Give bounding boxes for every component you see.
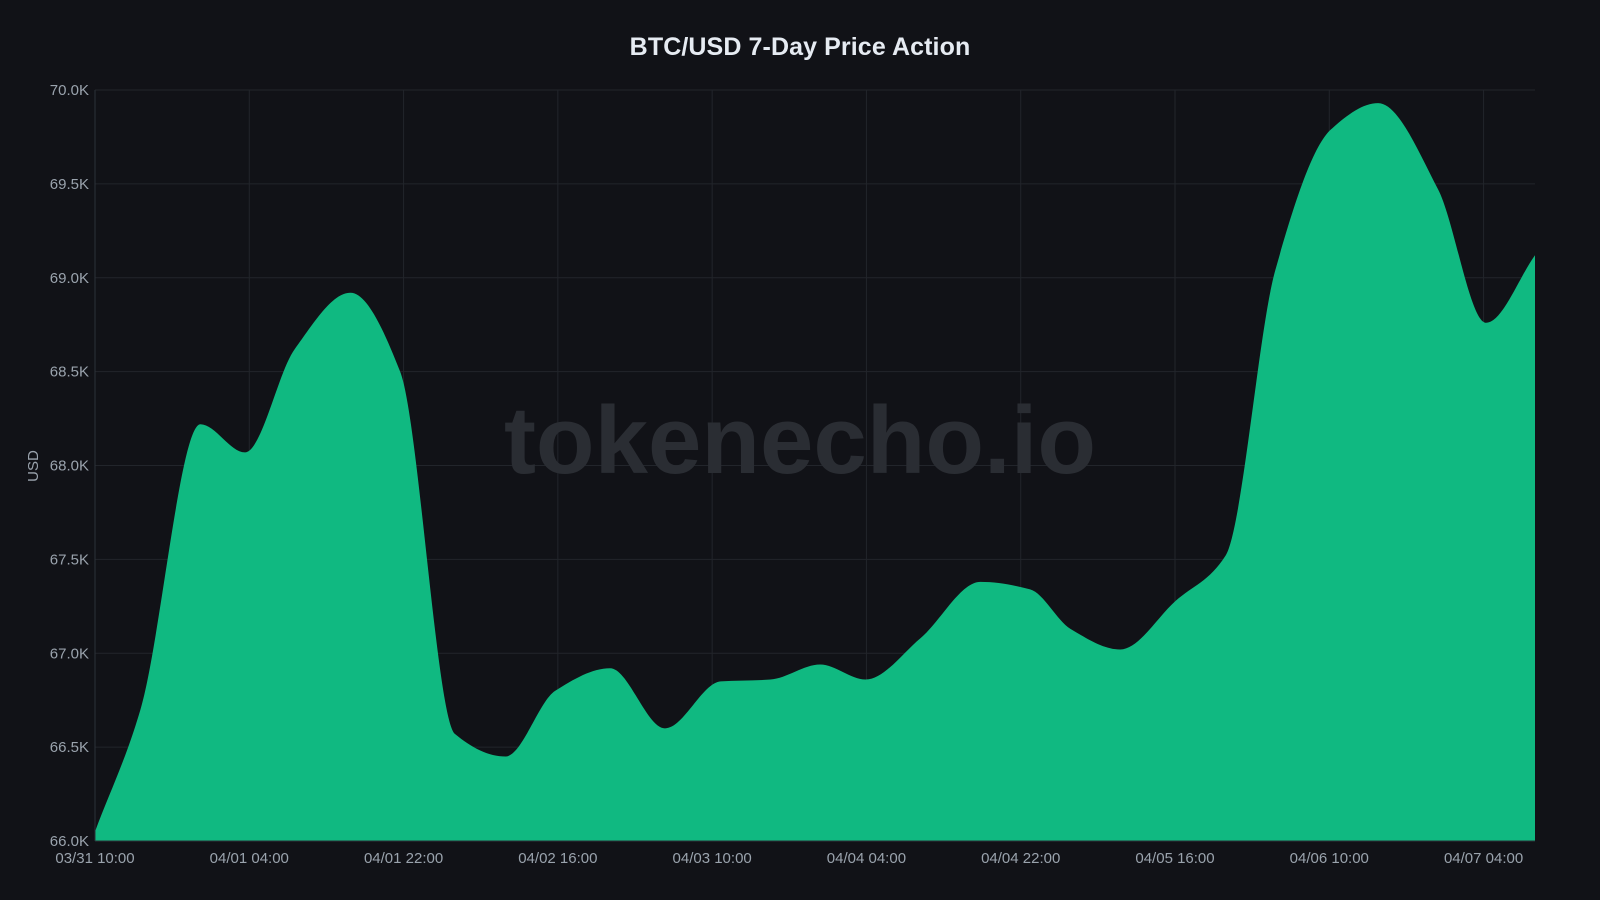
chart-title: BTC/USD 7-Day Price Action — [629, 33, 971, 61]
x-tick-label: 04/04 22:00 — [981, 850, 1060, 867]
y-tick-label: 68.0K — [50, 458, 89, 475]
x-tick-label: 04/07 04:00 — [1444, 850, 1523, 867]
watermark-text: tokenecho.io — [504, 387, 1096, 494]
y-axis-ticks: 66.0K 66.5K 67.0K 67.5K 68.0K 68.5K 69.0K 69.5K… — [50, 82, 89, 850]
y-tick-label: 67.5K — [50, 551, 89, 568]
y-tick-label: 66.5K — [50, 739, 89, 756]
x-tick-label: 04/06 10:00 — [1290, 850, 1369, 867]
x-tick-label: 04/01 04:00 — [210, 850, 289, 867]
y-tick-label: 68.5K — [50, 364, 89, 381]
x-tick-label: 04/04 04:00 — [827, 850, 906, 867]
x-tick-label: 04/03 10:00 — [673, 850, 752, 867]
x-axis-ticks: 03/31 10:00 04/01 04:00 04/01 22:00 04/02 1… — [55, 850, 1523, 867]
x-tick-label: 04/05 16:00 — [1135, 850, 1214, 867]
y-tick-label: 69.5K — [50, 176, 89, 193]
x-tick-label: 04/01 22:00 — [364, 850, 443, 867]
x-tick-label: 03/31 10:00 — [55, 850, 134, 867]
y-axis-label: USD — [25, 450, 42, 482]
x-tick-label: 04/02 16:00 — [518, 850, 597, 867]
y-tick-label: 69.0K — [50, 270, 89, 287]
y-tick-label: 66.0K — [50, 833, 89, 850]
y-tick-label: 70.0K — [50, 82, 89, 99]
price-area-series — [95, 103, 1535, 841]
y-tick-label: 67.0K — [50, 645, 89, 662]
